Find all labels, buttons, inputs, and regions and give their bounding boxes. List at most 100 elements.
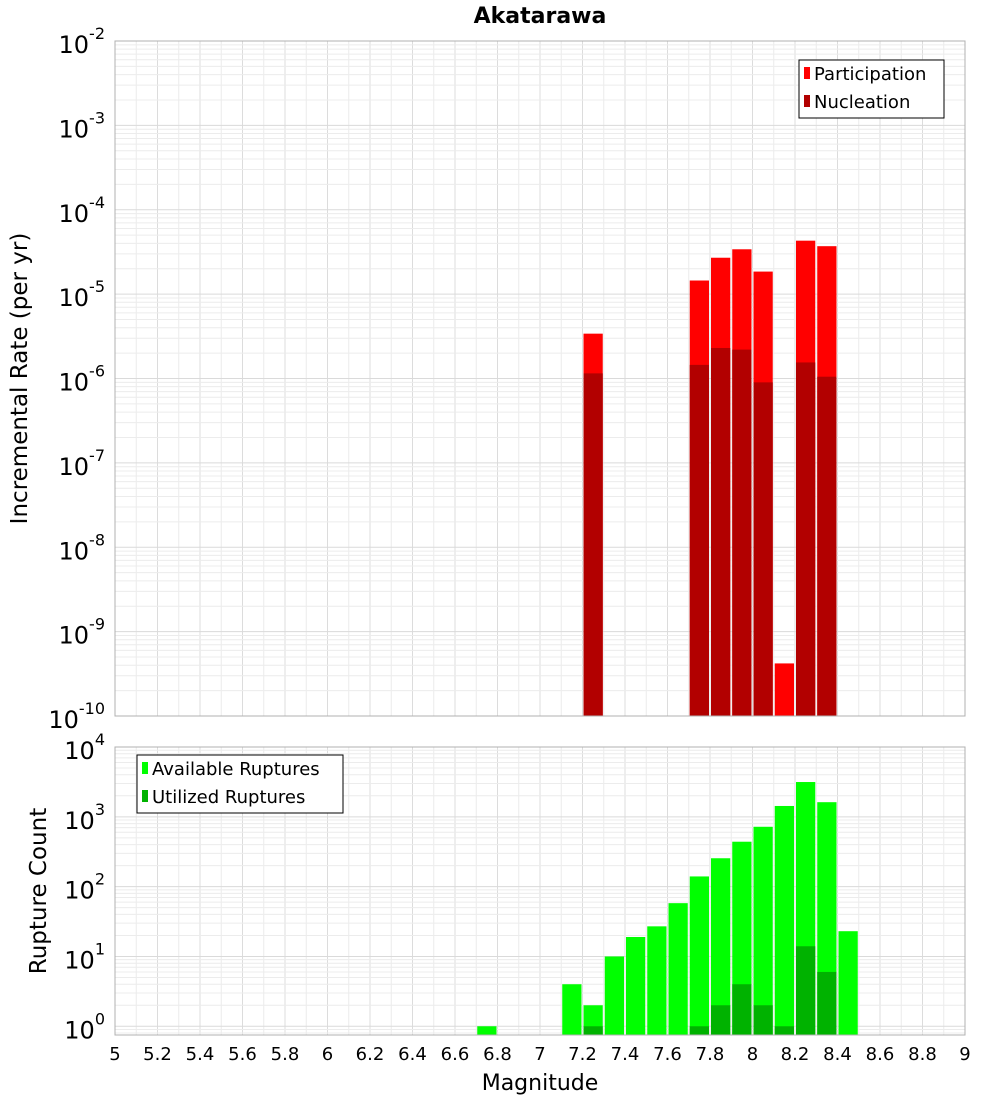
chart-panel-1: 10-1010-910-810-710-610-510-410-310-2Inc… — [7, 4, 966, 734]
y-tick-exponent: -3 — [89, 108, 105, 127]
x-gridlines — [135, 747, 945, 1035]
y-tick-exponent: -10 — [79, 699, 105, 718]
y-tick-exponent: 1 — [95, 939, 105, 958]
x-tick-label: 8.8 — [908, 1044, 937, 1065]
y-tick-base: 10 — [64, 1016, 95, 1044]
y-tick-exponent: -4 — [89, 193, 105, 212]
y-tick-label: 104 — [64, 730, 105, 765]
x-tick-label: 6.8 — [483, 1044, 512, 1065]
y-tick-label: 10-3 — [59, 108, 106, 143]
bar — [689, 364, 709, 716]
y-tick-exponent: 0 — [95, 1009, 105, 1028]
y-tick-exponent: -9 — [89, 615, 105, 634]
x-tick-label: 8.4 — [823, 1044, 852, 1065]
y-tick-base: 10 — [64, 877, 95, 905]
bar — [774, 663, 794, 716]
bar — [562, 984, 582, 1035]
x-tick-label: 5.8 — [271, 1044, 300, 1065]
y-tick-label: 102 — [64, 870, 105, 905]
bar — [668, 903, 688, 1035]
legend-box — [136, 754, 344, 814]
bar — [477, 1026, 497, 1035]
y-tick-label: 10-5 — [59, 277, 106, 312]
legend-label: Utilized Ruptures — [152, 787, 305, 808]
legend: Participation Nucleation — [798, 59, 945, 119]
y-tick-exponent: -8 — [89, 530, 105, 549]
x-axis-label: Magnitude — [482, 1071, 599, 1096]
y-tick-label: 100 — [64, 1009, 105, 1044]
y-axis-label: Rupture Count — [26, 808, 52, 974]
y-tick-base: 10 — [64, 946, 95, 974]
x-tick-label: 5.2 — [143, 1044, 172, 1065]
y-tick-base: 10 — [59, 31, 90, 59]
y-tick-label: 10-10 — [48, 699, 105, 734]
x-tick-label: 6.2 — [356, 1044, 385, 1065]
x-tick-label: 7.4 — [611, 1044, 640, 1065]
x-tick-label: 7.2 — [568, 1044, 597, 1065]
series-nucleation — [583, 347, 837, 716]
bar — [753, 826, 773, 1035]
x-tick-label: 5.6 — [228, 1044, 257, 1065]
x-tick-label: 7 — [534, 1044, 545, 1065]
bar — [796, 946, 816, 1035]
y-tick-base: 10 — [59, 200, 90, 228]
chart-title: Akatarawa — [474, 4, 607, 29]
x-tick-label: 8.2 — [781, 1044, 810, 1065]
y-tick-exponent: 3 — [95, 800, 105, 819]
bar — [583, 373, 603, 716]
bar — [689, 876, 709, 1035]
y-tick-base: 10 — [59, 537, 90, 565]
bar — [711, 858, 731, 1035]
bar — [753, 1005, 773, 1035]
legend: Available Ruptures Utilized Ruptures — [136, 754, 344, 814]
x-tick-label: 9 — [959, 1044, 970, 1065]
y-tick-label: 103 — [64, 800, 105, 835]
y-tick-exponent: 4 — [95, 730, 105, 749]
bar — [711, 347, 731, 716]
series-utilized-ruptures — [583, 946, 837, 1035]
y-tick-exponent: -5 — [89, 277, 105, 296]
bar — [583, 1026, 603, 1035]
y-tick-label: 10-2 — [59, 24, 106, 59]
y-tick-exponent: 2 — [95, 870, 105, 889]
bar — [753, 382, 773, 716]
x-tick-label: 6.4 — [398, 1044, 427, 1065]
legend-label: Nucleation — [814, 92, 910, 113]
bar — [817, 971, 837, 1035]
x-tick-label: 7.6 — [653, 1044, 682, 1065]
plot-border — [114, 40, 966, 717]
y-tick-exponent: -7 — [89, 446, 105, 465]
x-tick-label: 5.4 — [186, 1044, 215, 1065]
y-tick-base: 10 — [59, 284, 90, 312]
bar — [711, 1005, 731, 1035]
legend-swatch — [142, 762, 148, 774]
y-tick-label: 10-4 — [59, 193, 106, 228]
x-tick-label: 6 — [322, 1044, 333, 1065]
y-tick-exponent: -6 — [89, 362, 105, 381]
bar — [796, 362, 816, 716]
x-tick-label: 5 — [109, 1044, 120, 1065]
bar — [626, 936, 646, 1035]
x-tick-labels: 5 5.2 5.4 5.6 5.8 6 6.2 6.4 6.6 6.8 7 7.2 7.4 7.6 7.8 8… — [109, 1044, 970, 1065]
legend-swatch — [142, 790, 148, 802]
legend-label: Available Ruptures — [152, 759, 320, 780]
bar — [774, 1026, 794, 1035]
x-tick-label: 6.6 — [441, 1044, 470, 1065]
x-tick-label: 7.8 — [696, 1044, 725, 1065]
legend-label: Participation — [814, 64, 926, 85]
bar — [817, 376, 837, 716]
y-tick-exponent: -2 — [89, 24, 105, 43]
bar — [732, 984, 752, 1035]
y-tick-base: 10 — [59, 453, 90, 481]
legend-swatch — [804, 95, 810, 107]
x-tick-label: 8 — [747, 1044, 758, 1065]
y-axis-label: Incremental Rate (per yr) — [7, 233, 33, 525]
y-tick-base: 10 — [48, 706, 79, 734]
y-tick-label: 10-6 — [59, 362, 106, 397]
y-tick-label: 101 — [64, 939, 105, 974]
y-tick-base: 10 — [59, 115, 90, 143]
